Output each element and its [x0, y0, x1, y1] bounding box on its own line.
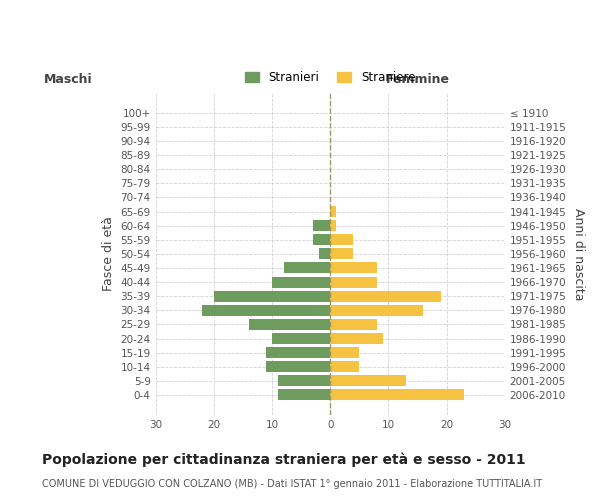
- Bar: [330, 305, 424, 316]
- Y-axis label: Anni di nascita: Anni di nascita: [572, 208, 585, 300]
- Bar: [278, 376, 330, 386]
- Bar: [330, 276, 377, 287]
- Bar: [249, 319, 330, 330]
- Bar: [330, 206, 336, 217]
- Bar: [330, 262, 377, 274]
- Bar: [313, 234, 330, 246]
- Bar: [330, 362, 359, 372]
- Text: Maschi: Maschi: [44, 73, 92, 86]
- Bar: [278, 390, 330, 400]
- Text: COMUNE DI VEDUGGIO CON COLZANO (MB) - Dati ISTAT 1° gennaio 2011 - Elaborazione : COMUNE DI VEDUGGIO CON COLZANO (MB) - Da…: [42, 479, 542, 489]
- Bar: [266, 362, 330, 372]
- Bar: [330, 290, 441, 302]
- Bar: [272, 333, 330, 344]
- Bar: [202, 305, 330, 316]
- Text: Femmine: Femmine: [386, 73, 449, 86]
- Bar: [330, 376, 406, 386]
- Bar: [330, 220, 336, 231]
- Bar: [214, 290, 330, 302]
- Bar: [313, 220, 330, 231]
- Bar: [266, 347, 330, 358]
- Bar: [272, 276, 330, 287]
- Bar: [330, 347, 359, 358]
- Bar: [330, 390, 464, 400]
- Y-axis label: Fasce di età: Fasce di età: [102, 216, 115, 292]
- Bar: [330, 234, 353, 246]
- Legend: Stranieri, Straniere: Stranieri, Straniere: [241, 66, 420, 88]
- Bar: [284, 262, 330, 274]
- Bar: [330, 248, 353, 260]
- Text: Popolazione per cittadinanza straniera per età e sesso - 2011: Popolazione per cittadinanza straniera p…: [42, 452, 526, 467]
- Bar: [319, 248, 330, 260]
- Bar: [330, 333, 383, 344]
- Bar: [330, 319, 377, 330]
